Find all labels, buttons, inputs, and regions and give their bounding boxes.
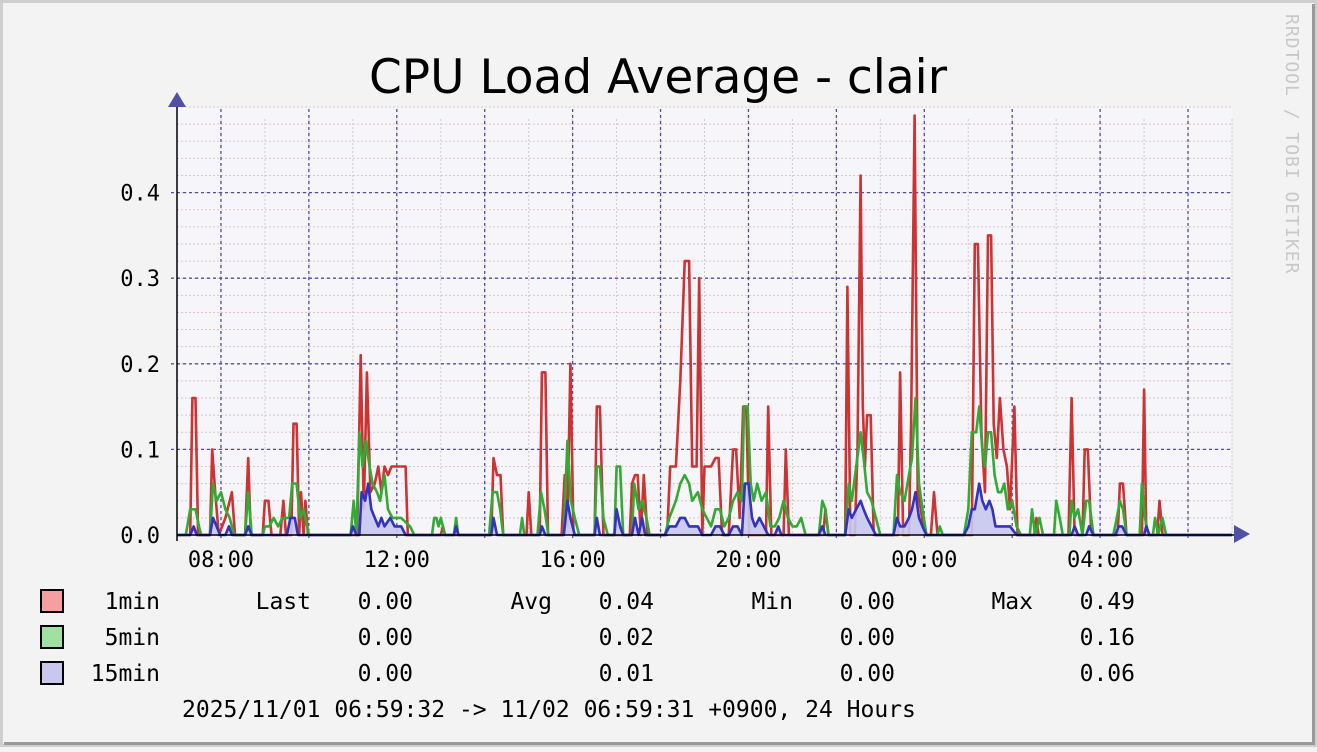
legend-value-max: 0.49 bbox=[1080, 589, 1135, 615]
legend-value-min: 0.00 bbox=[840, 589, 895, 615]
y-tick-label: 0.1 bbox=[120, 438, 160, 463]
legend-swatch-15min bbox=[40, 661, 64, 685]
legend-value-avg: 0.04 bbox=[599, 589, 654, 615]
legend-name-15min: 15min bbox=[91, 661, 160, 687]
watermark: RRDTOOL / TOBI OETIKER bbox=[1281, 14, 1302, 274]
y-tick-label: 0.3 bbox=[120, 267, 160, 292]
legend-header-last: Last bbox=[256, 589, 311, 615]
legend-value-max: 0.06 bbox=[1080, 661, 1135, 687]
legend-header-avg: Avg bbox=[510, 589, 552, 615]
y-axis-arrow-icon bbox=[168, 92, 186, 107]
major-grid bbox=[171, 109, 1232, 541]
series-line-5min bbox=[177, 396, 1232, 537]
y-tick-label: 0.2 bbox=[120, 353, 160, 378]
legend: 1min Last Avg Min Max 0.00 0.04 0.00 0.49 5min 0.0… bbox=[40, 589, 1135, 687]
legend-swatch-1min bbox=[40, 589, 64, 613]
legend-header-max: Max bbox=[991, 589, 1033, 615]
legend-name-1min: 1min bbox=[105, 589, 160, 615]
axes-layer bbox=[168, 92, 1250, 543]
legend-value-last: 0.00 bbox=[358, 661, 413, 687]
x-tick-label: 20:00 bbox=[715, 548, 781, 573]
y-tick-label: 0.4 bbox=[120, 182, 160, 207]
legend-value-last: 0.00 bbox=[358, 589, 413, 615]
legend-swatch-5min bbox=[40, 625, 64, 649]
x-tick-label: 00:00 bbox=[891, 548, 957, 573]
tick-labels: 08:00 12:00 16:00 20:00 00:00 04:00 0.0 0.1 0.2 0… bbox=[120, 182, 1133, 573]
x-tick-label: 08:00 bbox=[188, 548, 254, 573]
x-tick-label: 16:00 bbox=[540, 548, 606, 573]
chart-title: CPU Load Average - clair bbox=[369, 50, 948, 105]
legend-header-min: Min bbox=[751, 589, 793, 615]
legend-value-avg: 0.01 bbox=[599, 661, 654, 687]
legend-name-5min: 5min bbox=[105, 625, 160, 651]
series-line-1min bbox=[177, 114, 1232, 537]
legend-value-min: 0.00 bbox=[840, 625, 895, 651]
y-tick-label: 0.0 bbox=[120, 524, 160, 549]
legend-value-avg: 0.02 bbox=[599, 625, 654, 651]
x-axis-arrow-icon bbox=[1234, 525, 1250, 543]
legend-value-max: 0.16 bbox=[1080, 625, 1135, 651]
legend-value-min: 0.00 bbox=[840, 661, 895, 687]
x-tick-label: 12:00 bbox=[364, 548, 430, 573]
legend-value-last: 0.00 bbox=[358, 625, 413, 651]
x-tick-label: 04:00 bbox=[1067, 548, 1133, 573]
time-range-footer: 2025/11/01 06:59:32 -> 11/02 06:59:31 +0… bbox=[182, 697, 916, 723]
